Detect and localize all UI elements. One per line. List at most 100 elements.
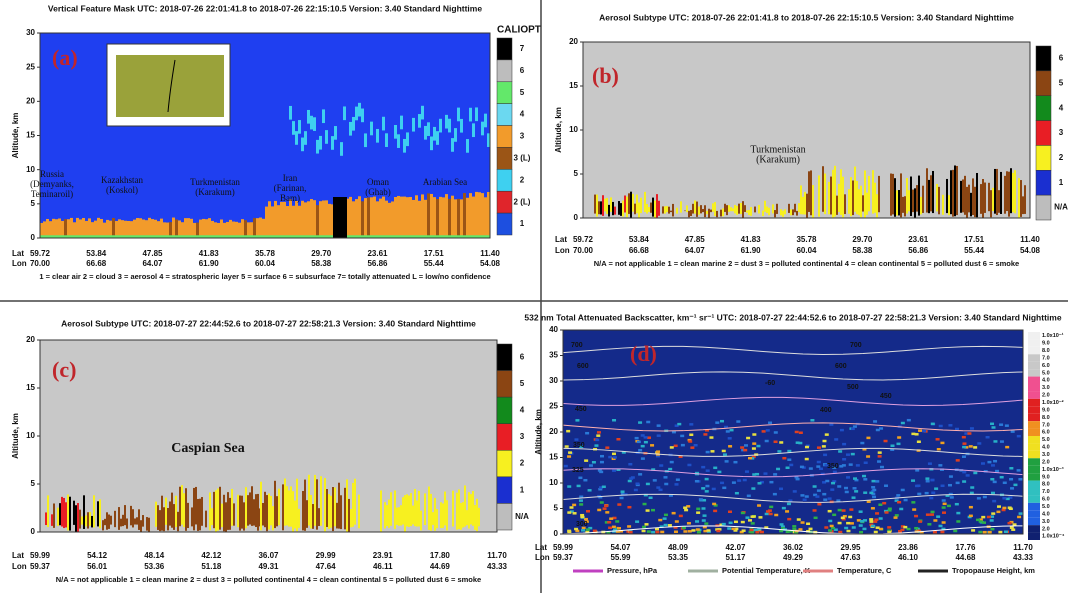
colorbar-label: 1.0x10⁻³ xyxy=(1042,466,1064,473)
backscatter xyxy=(569,510,574,513)
y-tick-label: 10 xyxy=(549,478,558,487)
lon-value: 44.68 xyxy=(955,553,976,562)
lon-value: 66.68 xyxy=(86,259,107,268)
aerosol-column xyxy=(644,191,646,213)
backscatter xyxy=(897,501,902,504)
backscatter xyxy=(860,441,865,445)
cloud xyxy=(439,118,442,133)
backscatter xyxy=(669,460,674,464)
panel-label: (a) xyxy=(52,45,78,70)
aerosol-column xyxy=(612,201,614,216)
aerosol-column xyxy=(834,165,836,217)
backscatter xyxy=(717,528,722,531)
backscatter xyxy=(827,497,832,500)
backscatter xyxy=(898,530,903,533)
backscatter xyxy=(978,518,983,521)
lat-value: 11.70 xyxy=(487,551,507,560)
backscatter xyxy=(917,492,922,496)
aerosol-column xyxy=(598,201,600,215)
backscatter xyxy=(635,520,640,523)
y-tick-label: 10 xyxy=(26,431,35,440)
aerosol-column xyxy=(108,514,110,529)
aerosol-column xyxy=(225,502,227,532)
cloud xyxy=(292,121,295,135)
lat-value: 17.51 xyxy=(964,235,985,244)
aerosol-column xyxy=(394,490,396,529)
backscatter xyxy=(956,520,961,523)
backscatter xyxy=(980,462,985,465)
annotation: 700 xyxy=(850,342,862,349)
backscatter xyxy=(859,530,864,534)
panel-label: (d) xyxy=(630,341,657,366)
backscatter xyxy=(1017,515,1022,519)
surface xyxy=(427,235,430,238)
colorbar-label: 6 xyxy=(1059,54,1064,63)
backscatter xyxy=(702,525,707,529)
backscatter xyxy=(929,496,934,500)
lon-value: 55.44 xyxy=(424,259,445,268)
backscatter xyxy=(900,528,905,532)
backscatter xyxy=(674,520,679,523)
aerosol-layer xyxy=(244,220,247,236)
y-axis-label: Altitude, km xyxy=(11,413,20,459)
lat-value: 54.12 xyxy=(87,551,108,560)
lon-value: 70.00 xyxy=(573,246,594,255)
colorbar-swatch xyxy=(496,476,513,504)
backscatter xyxy=(1005,445,1010,449)
backscatter xyxy=(823,453,828,457)
aerosol-column xyxy=(444,491,446,526)
backscatter xyxy=(789,463,794,467)
surface xyxy=(316,235,319,238)
lon-label: Lon xyxy=(535,553,550,562)
aerosol-column xyxy=(822,166,824,212)
backscatter xyxy=(693,444,698,447)
aerosol-column xyxy=(476,498,478,532)
aerosol-column xyxy=(632,193,634,212)
surface xyxy=(370,235,373,238)
backscatter xyxy=(616,526,621,530)
aerosol-column xyxy=(201,497,203,526)
backscatter xyxy=(599,460,604,464)
surface xyxy=(289,235,292,238)
aerosol-layer xyxy=(184,218,187,236)
lon-value: 53.35 xyxy=(668,553,689,562)
backscatter xyxy=(642,502,647,506)
backscatter xyxy=(850,427,855,431)
aerosol-layer xyxy=(298,205,301,236)
backscatter xyxy=(612,469,617,472)
backscatter xyxy=(696,530,701,534)
backscatter xyxy=(605,511,610,514)
backscatter xyxy=(576,484,581,488)
colorbar-label: 1.0x10⁻¹ xyxy=(1042,332,1064,339)
aerosol-column xyxy=(104,518,106,526)
backscatter xyxy=(1002,481,1007,485)
lon-value: 59.37 xyxy=(30,562,51,571)
aerosol-column xyxy=(868,175,870,212)
backscatter xyxy=(581,526,586,530)
backscatter xyxy=(605,446,610,449)
aerosol-layer xyxy=(322,200,325,236)
aerosol-column xyxy=(912,189,914,213)
aerosol-column xyxy=(852,180,854,216)
lon-value: 64.07 xyxy=(142,259,163,268)
colorbar-swatch xyxy=(496,169,513,192)
aerosol-layer xyxy=(400,196,403,236)
backscatter xyxy=(645,482,650,486)
lon-value: 53.36 xyxy=(144,562,165,571)
aerosol-column xyxy=(830,176,832,215)
backscatter xyxy=(584,459,589,462)
cloud xyxy=(349,121,352,136)
aerosol-column xyxy=(118,507,120,530)
aerosol-layer xyxy=(283,201,286,236)
aerosol-column xyxy=(251,486,253,526)
colorbar-label: 6.0 xyxy=(1042,497,1050,503)
cloud xyxy=(433,126,436,141)
backscatter xyxy=(664,482,669,486)
y-tick-label: 25 xyxy=(26,62,35,71)
lon-value: 61.90 xyxy=(199,259,220,268)
backscatter xyxy=(844,490,849,494)
aerosol-layer xyxy=(238,222,241,236)
backscatter xyxy=(854,478,859,482)
backscatter xyxy=(842,442,847,446)
aerosol-column xyxy=(91,515,93,528)
